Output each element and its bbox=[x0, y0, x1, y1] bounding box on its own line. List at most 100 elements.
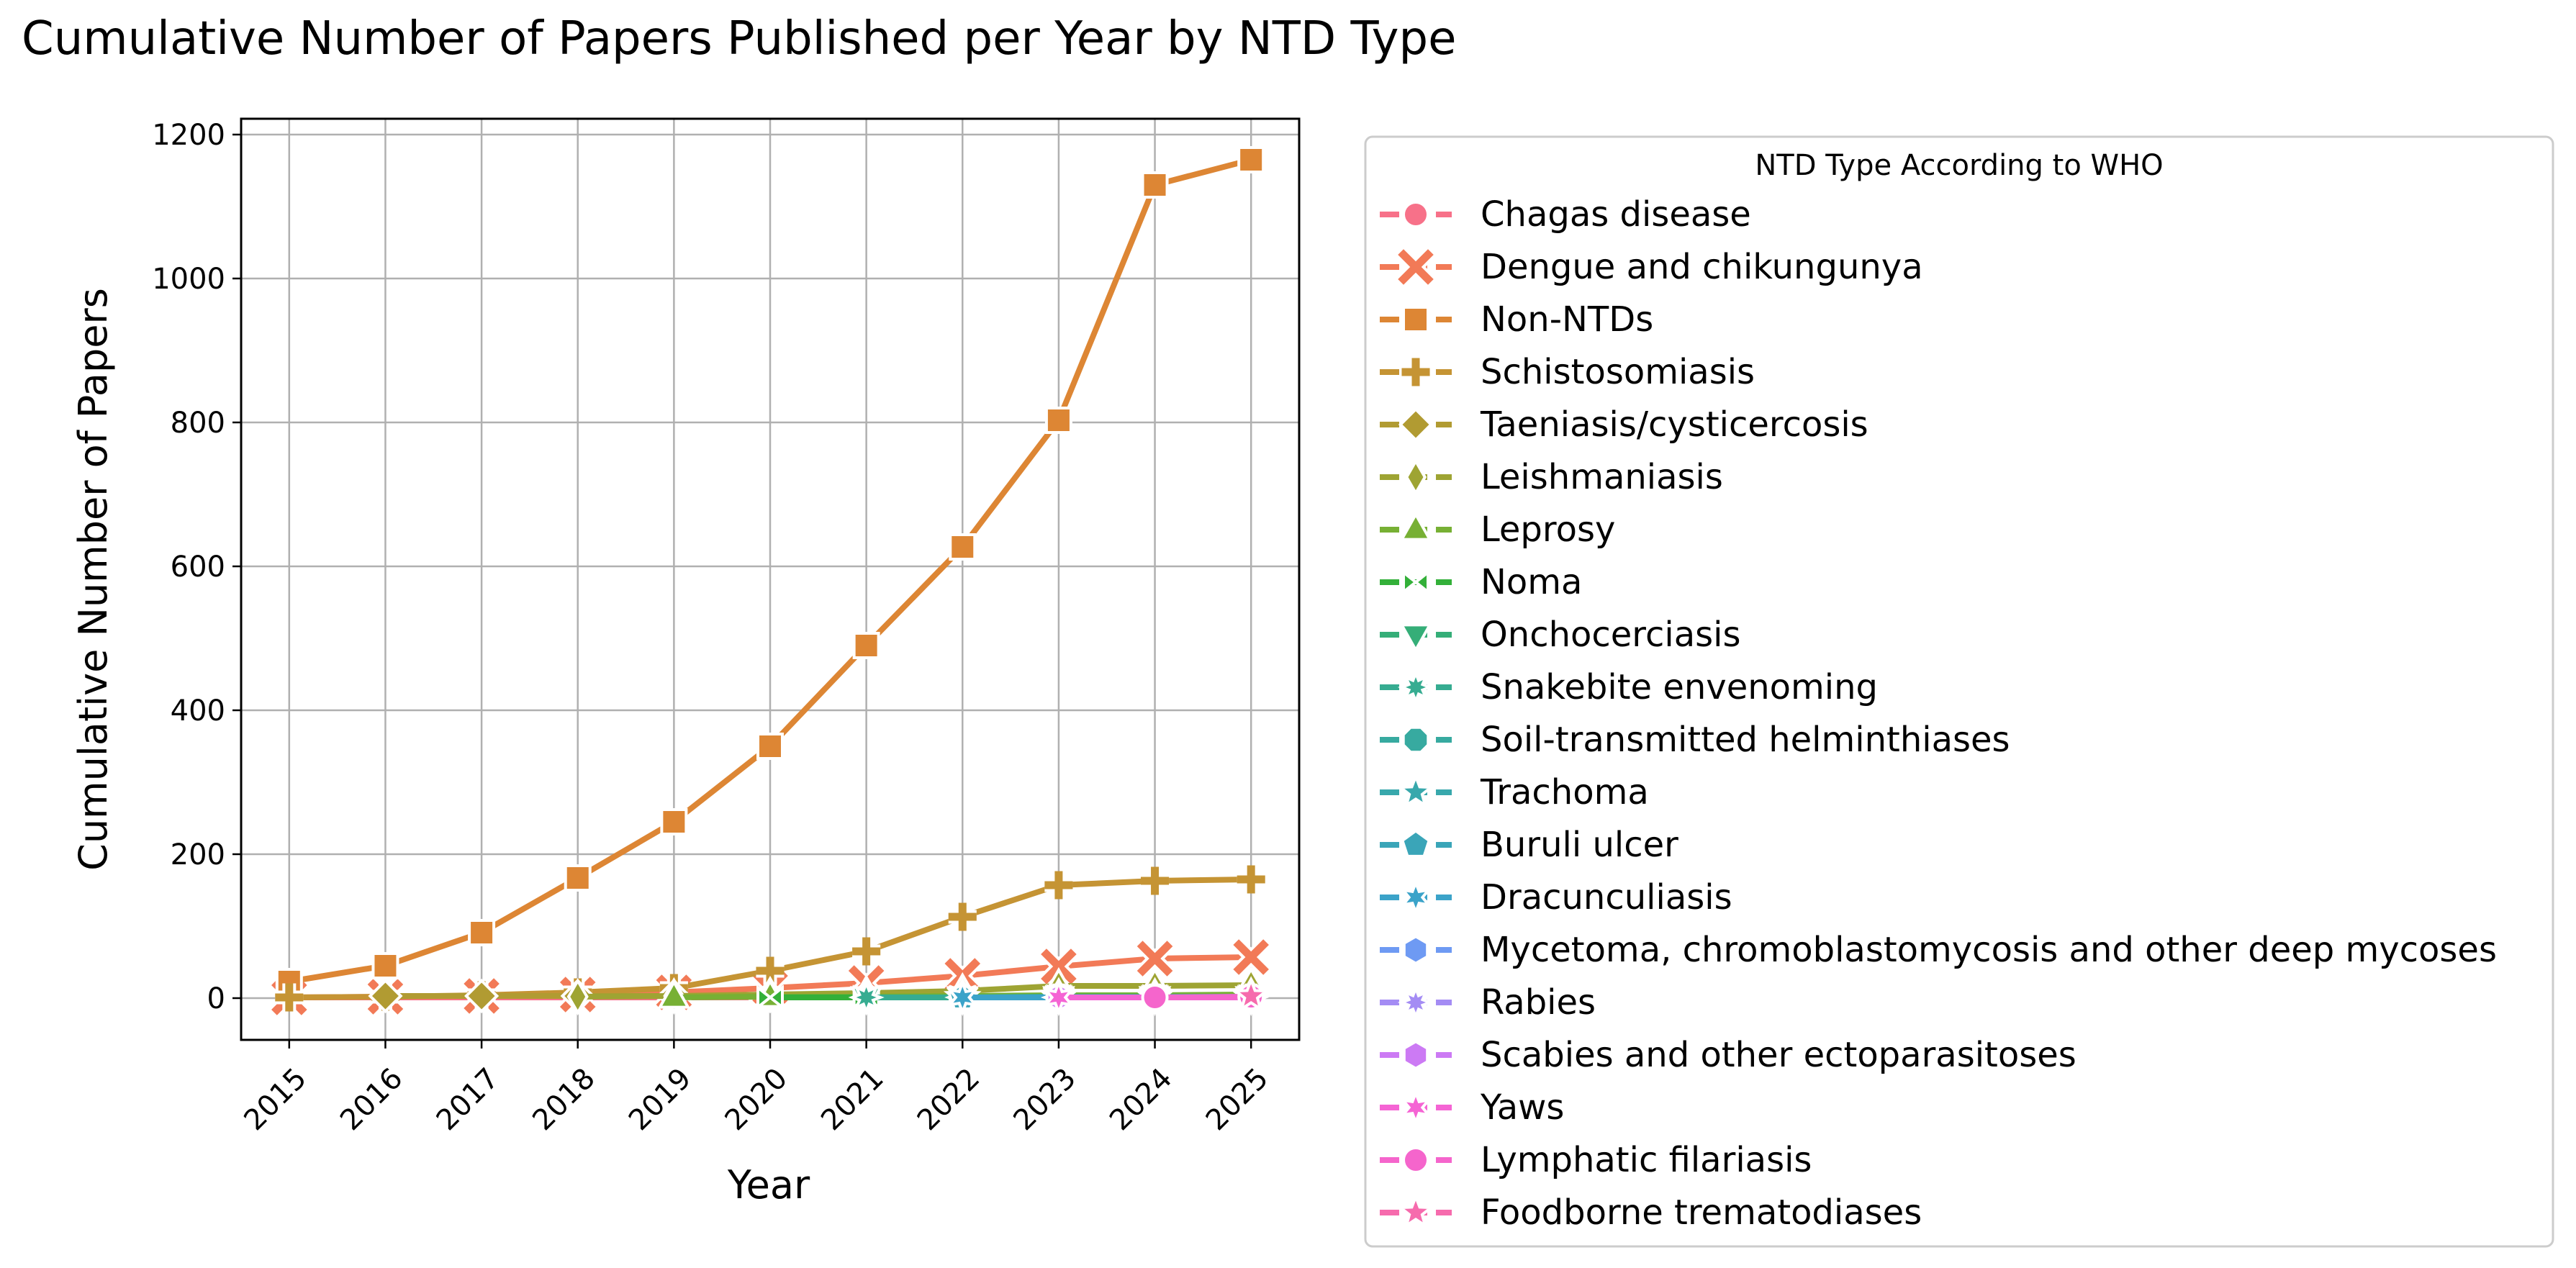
legend-entry: Chagas disease bbox=[1380, 194, 1751, 235]
legend-marker bbox=[1402, 934, 1429, 966]
data-point bbox=[756, 984, 784, 1010]
y-tick-label: 1000 bbox=[152, 263, 225, 296]
legend-label: Soil-transmitted helminthiases bbox=[1481, 720, 2010, 760]
x-axis-ticks: 2015 2016 2017 2018 2019 2020 2021 2022 2023 2024… bbox=[238, 1040, 1275, 1137]
legend-entry: Yaws bbox=[1380, 1087, 1564, 1128]
legend-marker bbox=[1402, 569, 1429, 595]
legend-label: Yaws bbox=[1480, 1087, 1564, 1128]
legend-label: Lymphatic filariasis bbox=[1481, 1140, 1812, 1180]
x-tick-label: 2016 bbox=[334, 1062, 410, 1138]
data-point bbox=[1141, 171, 1169, 199]
legend-entry: Snakebite envenoming bbox=[1380, 667, 1878, 707]
legend-marker bbox=[1401, 725, 1430, 754]
legend-marker bbox=[1402, 201, 1429, 228]
legend-entry: Scabies and other ectoparasitoses bbox=[1380, 1035, 2076, 1075]
legend-entry: Dracunculiasis bbox=[1380, 877, 1732, 918]
legend-marker bbox=[1399, 1088, 1432, 1127]
legend-entry: Leishmaniasis bbox=[1380, 457, 1723, 497]
legend-label: Foodborne trematodiases bbox=[1481, 1192, 1922, 1233]
legend-entry: Soil-transmitted helminthiases bbox=[1380, 720, 2010, 760]
data-point bbox=[1237, 865, 1265, 894]
y-axis-label: Cumulative Number of Papers bbox=[71, 288, 116, 871]
legend-marker bbox=[1402, 306, 1429, 333]
legend-label: Rabies bbox=[1481, 982, 1596, 1023]
legend-entry: Onchocerciasis bbox=[1380, 615, 1740, 655]
data-point bbox=[468, 919, 496, 946]
chart-title: Cumulative Number of Papers Published pe… bbox=[22, 12, 1456, 65]
legend-label: Non-NTDs bbox=[1481, 299, 1653, 340]
data-point bbox=[948, 902, 977, 931]
y-tick-label: 400 bbox=[171, 694, 225, 728]
legend-entry: Lymphatic filariasis bbox=[1380, 1140, 1812, 1180]
x-tick-label: 2019 bbox=[623, 1062, 698, 1138]
x-tick-label: 2018 bbox=[526, 1062, 602, 1138]
legend-entries: Chagas disease Dengue and chikungunya Non-… bbox=[1380, 194, 2497, 1233]
legend-label: Onchocerciasis bbox=[1481, 615, 1740, 655]
data-point bbox=[852, 937, 881, 966]
legend-label: Leprosy bbox=[1481, 510, 1615, 550]
legend-marker bbox=[1397, 984, 1434, 1021]
x-tick-label: 2021 bbox=[815, 1062, 890, 1138]
legend-marker bbox=[1401, 358, 1430, 386]
data-point bbox=[946, 978, 979, 1017]
data-point bbox=[1140, 866, 1170, 895]
legend-label: Dracunculiasis bbox=[1481, 877, 1732, 918]
x-tick-label: 2025 bbox=[1200, 1062, 1275, 1138]
data-point bbox=[464, 978, 500, 1014]
data-point bbox=[1237, 146, 1265, 173]
legend-marker bbox=[1397, 669, 1434, 706]
data-point bbox=[848, 979, 885, 1016]
legend-label: Buruli ulcer bbox=[1481, 825, 1678, 865]
data-point bbox=[1042, 978, 1075, 1017]
legend-label: Scabies and other ectoparasitoses bbox=[1481, 1035, 2076, 1075]
x-tick-label: 2024 bbox=[1103, 1062, 1179, 1138]
x-tick-label: 2015 bbox=[238, 1062, 313, 1138]
data-point bbox=[564, 864, 592, 892]
data-point bbox=[949, 533, 977, 561]
x-axis-label: Year bbox=[727, 1162, 810, 1208]
x-tick-label: 2017 bbox=[430, 1062, 506, 1138]
legend-entry: Dengue and chikungunya bbox=[1380, 245, 1923, 289]
legend-entry: Rabies bbox=[1380, 982, 1596, 1023]
data-point bbox=[1141, 984, 1169, 1011]
data-point bbox=[566, 977, 589, 1016]
legend-marker bbox=[1396, 1192, 1435, 1229]
legend-entry: Foodborne trematodiases bbox=[1380, 1192, 1922, 1233]
data-point bbox=[275, 983, 304, 1012]
legend-label: Schistosomiasis bbox=[1481, 352, 1755, 392]
legend-label: Snakebite envenoming bbox=[1481, 667, 1878, 707]
y-axis-ticks: 0 200 400 600 800 1000 1200 bbox=[152, 119, 241, 1015]
x-tick-label: 2022 bbox=[911, 1062, 987, 1138]
data-point bbox=[1229, 935, 1273, 979]
legend-entry: Trachoma bbox=[1380, 772, 1649, 812]
data-point bbox=[368, 978, 403, 1014]
x-tick-label: 2020 bbox=[719, 1062, 795, 1138]
legend-marker bbox=[1401, 828, 1431, 858]
legend-entry: Schistosomiasis bbox=[1380, 352, 1755, 392]
legend-marker bbox=[1399, 511, 1432, 541]
legend-frame bbox=[1364, 135, 2554, 1248]
legend-entry: Taeniasis/cysticercosis bbox=[1380, 404, 1868, 445]
legend-label: Dengue and chikungunya bbox=[1481, 247, 1923, 287]
legend-entry: Non-NTDs bbox=[1380, 299, 1653, 340]
legend-label: Taeniasis/cysticercosis bbox=[1480, 404, 1868, 445]
data-point bbox=[1044, 407, 1072, 434]
series bbox=[275, 146, 1265, 995]
data-point bbox=[1044, 871, 1073, 900]
legend-marker bbox=[1393, 245, 1438, 289]
x-tick-label: 2023 bbox=[1007, 1062, 1083, 1138]
legend: NTD Type According to WHO Chagas disease… bbox=[1364, 135, 2554, 1248]
legend-label: Noma bbox=[1481, 562, 1582, 602]
legend-entry: Buruli ulcer bbox=[1380, 825, 1678, 865]
legend-marker bbox=[1396, 772, 1435, 809]
data-point bbox=[756, 733, 784, 760]
grid bbox=[241, 119, 1299, 1040]
legend-marker bbox=[1399, 623, 1432, 653]
legend-label: Mycetoma, chromoblastomycosis and other … bbox=[1481, 930, 2497, 970]
y-tick-label: 600 bbox=[171, 551, 225, 584]
data-point bbox=[1231, 976, 1270, 1013]
data-point bbox=[1036, 944, 1081, 989]
y-tick-label: 0 bbox=[207, 982, 225, 1015]
legend-marker bbox=[1398, 407, 1434, 443]
data-point bbox=[660, 808, 688, 835]
